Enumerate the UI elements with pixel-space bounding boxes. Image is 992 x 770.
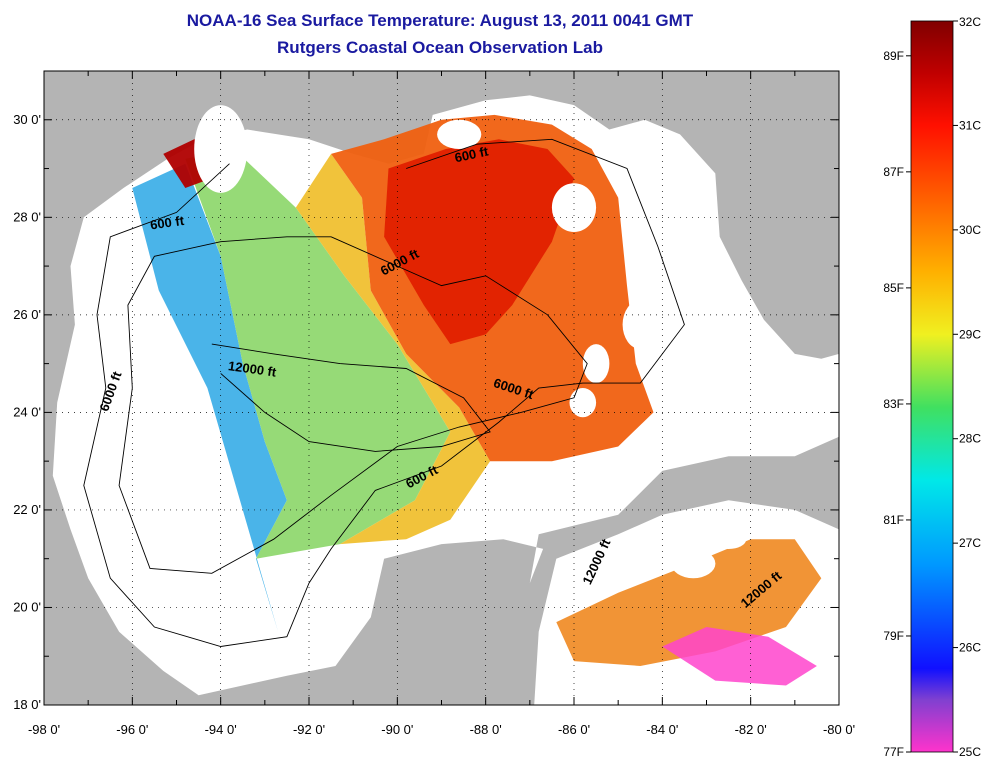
depth-contour-12000ft xyxy=(211,343,491,452)
colorbar-fahrenheit-label: 87F xyxy=(883,165,904,179)
latitude-tick-labels: 18 0' 20 0' 22 0' 24 0' 26 0' 28 0' 30 0' xyxy=(13,112,41,712)
colorbar-fahrenheit-label: 81F xyxy=(883,513,904,527)
lat-tick-label: 30 0' xyxy=(13,112,41,127)
sst-caribbean-region xyxy=(556,539,822,666)
colorbar-celsius-label: 30C xyxy=(959,223,981,237)
colorbar-celsius-labels: 32C 31C 30C 29C 28C 27C 26C 25C xyxy=(953,15,981,759)
lon-tick-label: -84 0' xyxy=(646,722,678,737)
colorbar-celsius-label: 32C xyxy=(959,15,981,29)
contour-label: 600 ft xyxy=(149,213,185,233)
colorbar-celsius-label: 28C xyxy=(959,432,981,446)
colorbar-celsius-label: 26C xyxy=(959,641,981,655)
figure-title: NOAA-16 Sea Surface Temperature: August … xyxy=(186,11,694,30)
map-gridlines xyxy=(44,71,839,705)
lon-tick-label: -92 0' xyxy=(293,722,325,737)
colorbar-celsius-label: 25C xyxy=(959,745,981,759)
contour-label: 12000 ft xyxy=(227,358,278,380)
lat-tick-label: 20 0' xyxy=(13,599,41,614)
colorbar-fahrenheit-label: 83F xyxy=(883,397,904,411)
colorbar-celsius-label: 29C xyxy=(959,327,981,341)
figure-subtitle: Rutgers Coastal Ocean Observation Lab xyxy=(277,38,603,57)
colorbar-fahrenheit-labels: 89F 87F 85F 83F 81F 79F 77F xyxy=(883,49,911,759)
lat-tick-label: 18 0' xyxy=(13,697,41,712)
colorbar xyxy=(910,20,954,753)
colorbar-celsius-label: 31C xyxy=(959,118,981,132)
lon-tick-label: -90 0' xyxy=(381,722,413,737)
sst-swath-cool-region xyxy=(132,163,287,632)
lat-tick-label: 28 0' xyxy=(13,209,41,224)
cloud-blob xyxy=(622,300,658,349)
lon-tick-label: -86 0' xyxy=(558,722,590,737)
colorbar-fahrenheit-label: 85F xyxy=(883,281,904,295)
sst-caribbean-cloud-edge xyxy=(662,627,817,686)
map-axis-ticks xyxy=(43,70,840,706)
depth-contour-600ft xyxy=(83,138,685,647)
colorbar-fahrenheit-label: 79F xyxy=(883,629,904,643)
cloud-mask-blobs xyxy=(194,105,747,579)
cloud-blob xyxy=(671,549,716,579)
depth-contour-6000ft xyxy=(118,236,588,574)
lon-tick-label: -82 0' xyxy=(735,722,767,737)
lat-tick-label: 26 0' xyxy=(13,307,41,322)
cloud-blob xyxy=(437,119,482,149)
lon-tick-label: -98 0' xyxy=(28,722,60,737)
lon-tick-label: -88 0' xyxy=(470,722,502,737)
lon-tick-label: -94 0' xyxy=(205,722,237,737)
colorbar-celsius-label: 27C xyxy=(959,536,981,550)
cloud-blob xyxy=(551,183,597,233)
lon-tick-label: -96 0' xyxy=(116,722,148,737)
lat-tick-label: 22 0' xyxy=(13,502,41,517)
sst-swath-warm-region xyxy=(295,153,491,545)
cloud-blob xyxy=(582,344,610,384)
lon-tick-label: -80 0' xyxy=(823,722,855,737)
longitude-tick-labels: -98 0' -96 0' -94 0' -92 0' -90 0' -88 0' -86 … xyxy=(28,722,855,737)
cloud-blob xyxy=(569,388,597,418)
cloud-blob xyxy=(710,529,747,549)
contour-label: 600 ft xyxy=(453,143,490,165)
colorbar-fahrenheit-label: 77F xyxy=(883,745,904,759)
colorbar-fahrenheit-label: 89F xyxy=(883,49,904,63)
lat-tick-label: 24 0' xyxy=(13,404,41,419)
sst-swath-hottest-region xyxy=(384,139,574,345)
